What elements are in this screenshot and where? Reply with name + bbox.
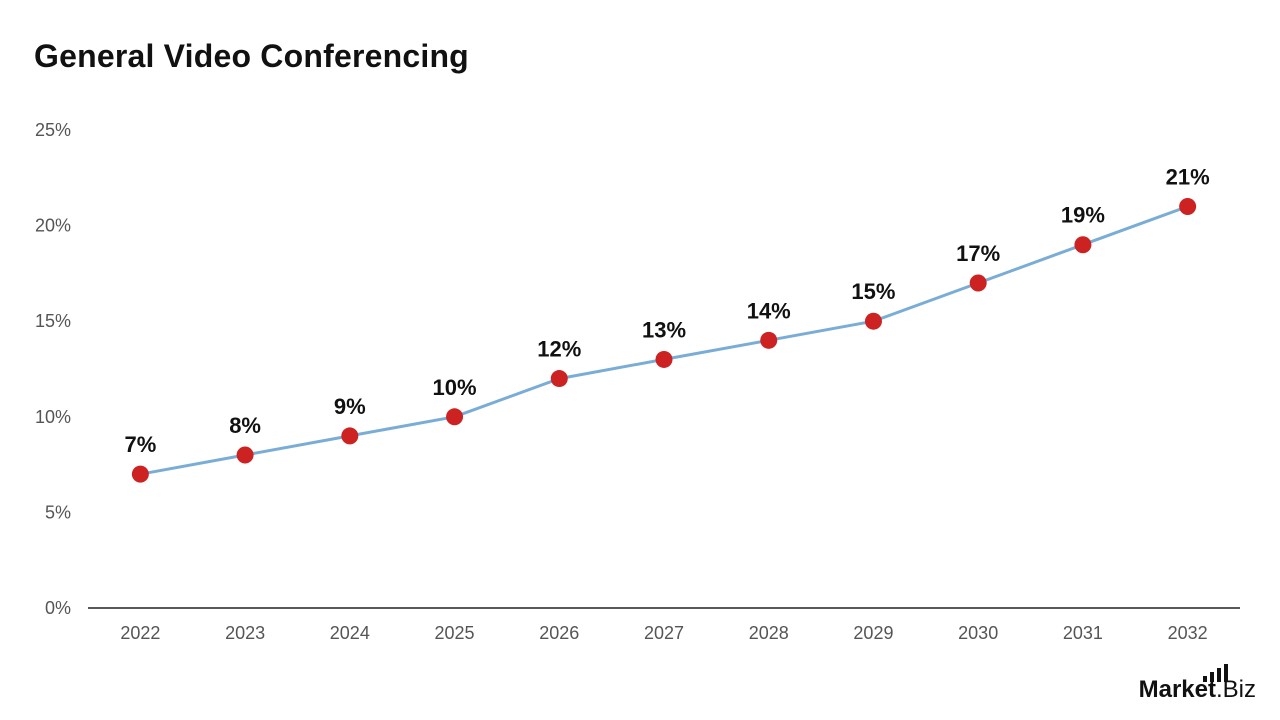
- brand-logo: Market.Biz: [1139, 664, 1256, 704]
- y-tick-label: 0%: [45, 598, 71, 618]
- brand-suffix: .Biz: [1215, 676, 1256, 703]
- data-point: [236, 446, 254, 464]
- data-point: [864, 312, 882, 330]
- data-label: 14%: [747, 298, 791, 323]
- data-label: 12%: [537, 337, 581, 362]
- data-point: [341, 427, 359, 445]
- bars-icon: [1202, 664, 1228, 682]
- data-label: 17%: [956, 241, 1000, 266]
- data-label: 9%: [334, 394, 366, 419]
- x-tick-label: 2029: [853, 623, 893, 643]
- x-tick-label: 2027: [644, 623, 684, 643]
- data-label: 13%: [642, 317, 686, 342]
- x-tick-label: 2028: [749, 623, 789, 643]
- x-tick-label: 2022: [120, 623, 160, 643]
- x-tick-label: 2026: [539, 623, 579, 643]
- data-label: 8%: [229, 413, 261, 438]
- y-tick-label: 10%: [35, 407, 71, 427]
- x-tick-label: 2023: [225, 623, 265, 643]
- y-tick-label: 15%: [35, 311, 71, 331]
- series-line: [131, 197, 1197, 483]
- x-tick-label: 2032: [1168, 623, 1208, 643]
- data-point: [131, 465, 149, 483]
- data-point: [446, 408, 464, 426]
- data-label: 10%: [433, 375, 477, 400]
- data-labels: 7% 8% 9% 10% 12% 13% 14% 15% 17% 19% 21%: [124, 164, 1209, 457]
- data-point: [1074, 236, 1092, 254]
- chart-title: General Video Conferencing: [34, 38, 469, 74]
- y-tick-label: 5%: [45, 502, 71, 522]
- x-tick-label: 2031: [1063, 623, 1103, 643]
- x-axis: 2022 2023 2024 2025 2026 2027 2028 2029 2030 2031…: [88, 607, 1240, 643]
- x-tick-label: 2025: [435, 623, 475, 643]
- data-point: [550, 370, 568, 388]
- data-point: [760, 331, 778, 349]
- data-point: [1179, 197, 1197, 215]
- data-label: 19%: [1061, 203, 1105, 228]
- data-label: 7%: [124, 432, 156, 457]
- y-tick-label: 20%: [35, 216, 71, 236]
- x-tick-label: 2030: [958, 623, 998, 643]
- data-point: [969, 274, 987, 292]
- y-tick-label: 25%: [35, 120, 71, 140]
- data-label: 15%: [851, 279, 895, 304]
- y-axis: 0% 5% 10% 15% 20% 25%: [35, 120, 71, 618]
- data-label: 21%: [1166, 164, 1210, 189]
- x-tick-label: 2024: [330, 623, 370, 643]
- data-point: [655, 350, 673, 368]
